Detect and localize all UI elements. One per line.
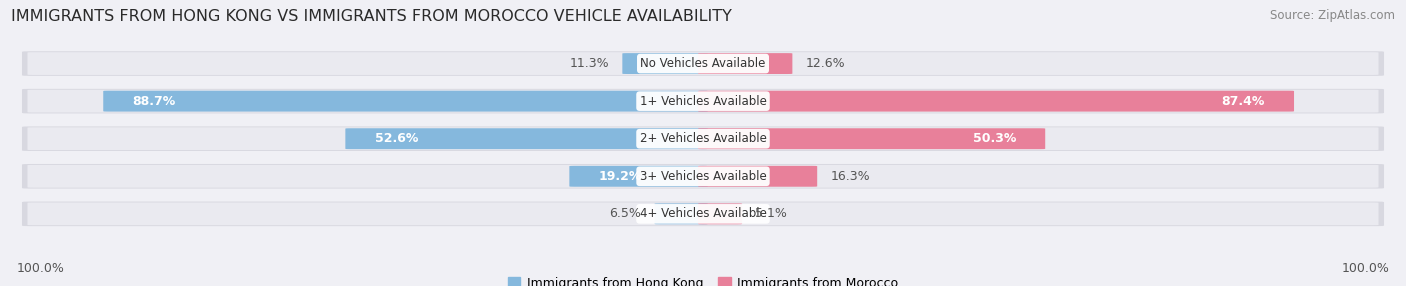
Text: 50.3%: 50.3% [973, 132, 1017, 145]
FancyBboxPatch shape [28, 165, 1378, 188]
Text: Source: ZipAtlas.com: Source: ZipAtlas.com [1270, 9, 1395, 21]
FancyBboxPatch shape [28, 52, 1378, 75]
Text: 5.1%: 5.1% [755, 207, 787, 220]
FancyBboxPatch shape [22, 202, 1384, 226]
FancyBboxPatch shape [28, 90, 1378, 112]
FancyBboxPatch shape [346, 128, 707, 149]
Text: 19.2%: 19.2% [599, 170, 643, 183]
FancyBboxPatch shape [28, 202, 1378, 225]
FancyBboxPatch shape [22, 126, 1384, 151]
FancyBboxPatch shape [655, 203, 707, 224]
Text: 1+ Vehicles Available: 1+ Vehicles Available [640, 95, 766, 108]
FancyBboxPatch shape [699, 203, 742, 224]
Text: 52.6%: 52.6% [374, 132, 418, 145]
FancyBboxPatch shape [22, 164, 1384, 188]
Text: IMMIGRANTS FROM HONG KONG VS IMMIGRANTS FROM MOROCCO VEHICLE AVAILABILITY: IMMIGRANTS FROM HONG KONG VS IMMIGRANTS … [11, 9, 733, 23]
Text: No Vehicles Available: No Vehicles Available [640, 57, 766, 70]
Text: 4+ Vehicles Available: 4+ Vehicles Available [640, 207, 766, 220]
Text: 87.4%: 87.4% [1222, 95, 1265, 108]
FancyBboxPatch shape [699, 91, 1294, 112]
FancyBboxPatch shape [103, 91, 707, 112]
FancyBboxPatch shape [699, 53, 793, 74]
FancyBboxPatch shape [699, 166, 817, 187]
Text: 11.3%: 11.3% [569, 57, 609, 70]
Text: 12.6%: 12.6% [806, 57, 845, 70]
Text: 88.7%: 88.7% [132, 95, 176, 108]
Text: 16.3%: 16.3% [831, 170, 870, 183]
FancyBboxPatch shape [569, 166, 707, 187]
FancyBboxPatch shape [22, 89, 1384, 114]
Text: 3+ Vehicles Available: 3+ Vehicles Available [640, 170, 766, 183]
Text: 2+ Vehicles Available: 2+ Vehicles Available [640, 132, 766, 145]
Text: 100.0%: 100.0% [1341, 262, 1389, 275]
FancyBboxPatch shape [28, 127, 1378, 150]
Text: 100.0%: 100.0% [17, 262, 65, 275]
FancyBboxPatch shape [699, 128, 1045, 149]
FancyBboxPatch shape [22, 51, 1384, 76]
Text: 6.5%: 6.5% [609, 207, 641, 220]
FancyBboxPatch shape [623, 53, 707, 74]
Legend: Immigrants from Hong Kong, Immigrants from Morocco: Immigrants from Hong Kong, Immigrants fr… [508, 277, 898, 286]
